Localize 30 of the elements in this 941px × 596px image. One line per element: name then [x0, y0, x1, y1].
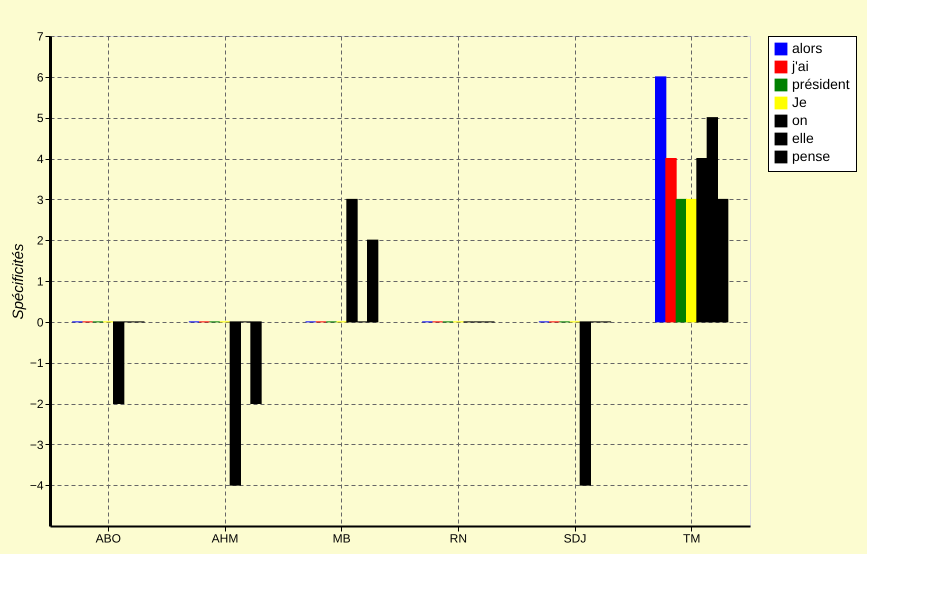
bar: [665, 158, 677, 322]
legend-label: président: [792, 76, 850, 92]
y-tick-label: −1: [30, 356, 44, 370]
legend-label: j'ai: [791, 58, 809, 74]
legend-label: on: [792, 112, 808, 128]
y-tick-label: 2: [36, 234, 44, 248]
y-tick-label: 6: [36, 70, 44, 84]
x-tick-label: SDJ: [564, 532, 586, 546]
y-tick-label: 0: [36, 315, 44, 330]
x-tick-label: AHM: [212, 532, 238, 546]
x-tick-label: MB: [332, 532, 351, 546]
y-tick-label: −2: [30, 397, 44, 411]
legend-label: alors: [792, 40, 822, 56]
y-tick-label: −3: [30, 438, 44, 452]
legend-label: pense: [792, 148, 830, 164]
legend-label: Je: [792, 94, 807, 110]
legend-label: elle: [792, 130, 814, 146]
y-axis-title: Spécificités: [10, 243, 27, 320]
y-tick-label: 3: [36, 192, 44, 207]
bar: [676, 198, 687, 322]
bar: [655, 76, 666, 322]
x-tick-label: TM: [683, 532, 700, 546]
y-tick-label: 5: [36, 111, 44, 126]
y-tick-label: 1: [36, 274, 44, 288]
y-tick-label: −4: [30, 478, 44, 493]
y-tick-label: 4: [36, 152, 44, 166]
x-tick-label: RN: [450, 532, 468, 546]
x-tick-label: ABO: [96, 532, 122, 546]
bar: [686, 198, 698, 322]
y-tick-label: 7: [36, 30, 44, 44]
